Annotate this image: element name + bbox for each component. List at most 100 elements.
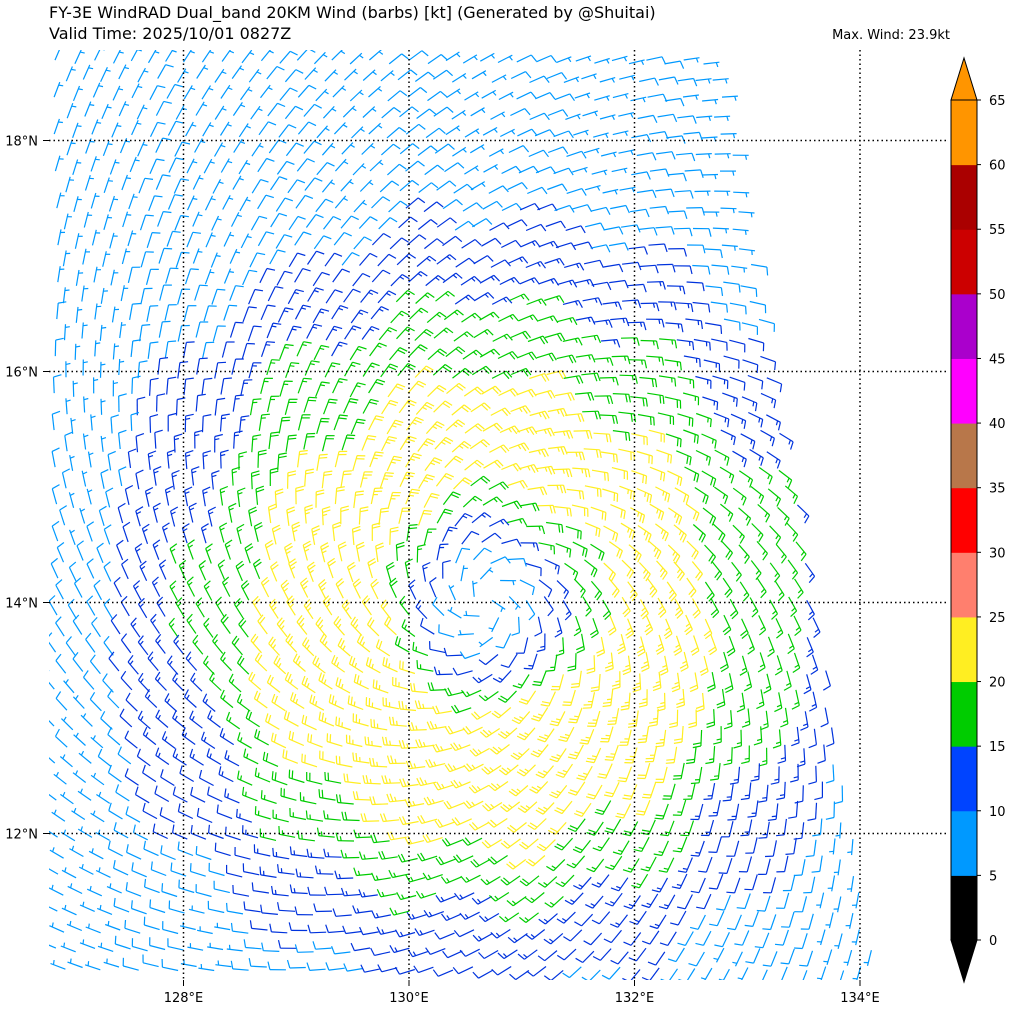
wind-barb xyxy=(344,68,358,81)
barb-full xyxy=(645,398,648,407)
wind-barb xyxy=(751,523,764,543)
barb-shaft xyxy=(103,529,111,545)
barb-full xyxy=(271,564,279,571)
wind-barb xyxy=(612,130,629,136)
barb-shaft xyxy=(775,618,784,634)
barb-shaft xyxy=(537,616,543,633)
wind-barb xyxy=(368,122,383,135)
barb-shaft xyxy=(277,307,286,323)
barb-full xyxy=(590,316,596,325)
wind-barb xyxy=(519,277,540,285)
wind-barb xyxy=(369,50,384,61)
wind-barb xyxy=(183,689,197,708)
barb-shaft xyxy=(590,580,603,594)
barb-half xyxy=(757,532,762,537)
barb-full xyxy=(274,695,278,704)
wind-barb xyxy=(288,558,297,579)
barb-full xyxy=(307,399,317,402)
barb-full xyxy=(181,141,191,145)
barb-full xyxy=(612,453,615,463)
barb-full xyxy=(420,87,428,94)
barb-half xyxy=(724,78,728,84)
barb-shaft xyxy=(73,583,83,598)
wind-barb xyxy=(145,268,159,285)
barb-full xyxy=(639,513,643,522)
barb-shaft xyxy=(103,642,114,656)
barb-shaft xyxy=(195,603,205,618)
barb-full xyxy=(431,492,440,496)
barb-shaft xyxy=(130,414,133,431)
wind-barb xyxy=(352,455,366,472)
wind-barb xyxy=(536,54,557,63)
wind-barb xyxy=(56,192,65,209)
barb-shaft xyxy=(418,182,432,193)
wind-barb xyxy=(408,344,428,357)
wind-barb xyxy=(462,202,483,212)
barb-shaft xyxy=(490,111,505,120)
barb-shaft xyxy=(558,674,564,690)
barb-shaft xyxy=(52,377,55,394)
barb-full xyxy=(350,616,356,625)
wind-barb xyxy=(507,517,528,526)
wind-barb xyxy=(566,451,586,461)
wind-barb xyxy=(103,561,112,582)
wind-barb xyxy=(674,265,693,275)
wind-barb xyxy=(545,220,566,229)
barb-full xyxy=(220,449,229,454)
barb-half xyxy=(554,564,557,570)
wind-barb xyxy=(463,610,480,617)
barb-full xyxy=(353,325,362,330)
barb-full xyxy=(419,344,428,350)
barb-half xyxy=(732,133,736,139)
wind-barb xyxy=(527,486,548,496)
wind-barb xyxy=(584,485,602,498)
barb-full xyxy=(412,143,420,150)
wind-barb xyxy=(275,197,293,212)
wind-barb xyxy=(425,275,446,287)
barb-full xyxy=(324,597,331,605)
barb-shaft xyxy=(228,680,242,693)
barb-shaft xyxy=(436,180,450,191)
wind-barb xyxy=(127,230,137,247)
wind-barb xyxy=(500,653,518,668)
wind-barb xyxy=(89,654,101,675)
wind-barb xyxy=(443,309,464,321)
barb-half xyxy=(490,313,495,318)
barb-half xyxy=(409,584,415,589)
barb-full xyxy=(163,100,172,104)
wind-barb xyxy=(783,670,792,691)
barb-shaft xyxy=(354,681,369,690)
barb-full xyxy=(540,261,546,269)
wind-barb xyxy=(470,402,491,413)
barb-full xyxy=(420,307,429,314)
barb-shaft xyxy=(445,419,459,432)
wind-barb xyxy=(535,389,556,399)
barb-shaft xyxy=(612,393,629,395)
barb-shaft xyxy=(116,544,124,561)
barb-half xyxy=(758,494,762,499)
barb-full xyxy=(549,129,556,137)
wind-barb xyxy=(144,688,158,709)
wind-barb xyxy=(535,92,556,100)
wind-barb xyxy=(57,266,65,283)
barb-half xyxy=(585,607,591,612)
barb-shaft xyxy=(209,679,222,691)
barb-shaft xyxy=(313,235,325,250)
barb-shaft xyxy=(630,208,646,213)
barb-half xyxy=(136,122,142,125)
barb-half xyxy=(220,490,226,494)
barb-shaft xyxy=(438,632,455,638)
barb-shaft xyxy=(108,658,120,672)
barb-shaft xyxy=(56,192,62,209)
barb-shaft xyxy=(65,176,71,193)
wind-barb xyxy=(632,673,642,693)
wind-barb xyxy=(593,432,612,443)
barb-full xyxy=(185,450,194,454)
barb-half xyxy=(811,703,817,707)
wind-barb xyxy=(69,454,75,471)
barb-half xyxy=(175,640,180,645)
wind-barb xyxy=(508,145,530,154)
barb-shaft xyxy=(341,252,353,266)
wind-barb xyxy=(49,670,55,690)
barb-full xyxy=(473,275,481,283)
